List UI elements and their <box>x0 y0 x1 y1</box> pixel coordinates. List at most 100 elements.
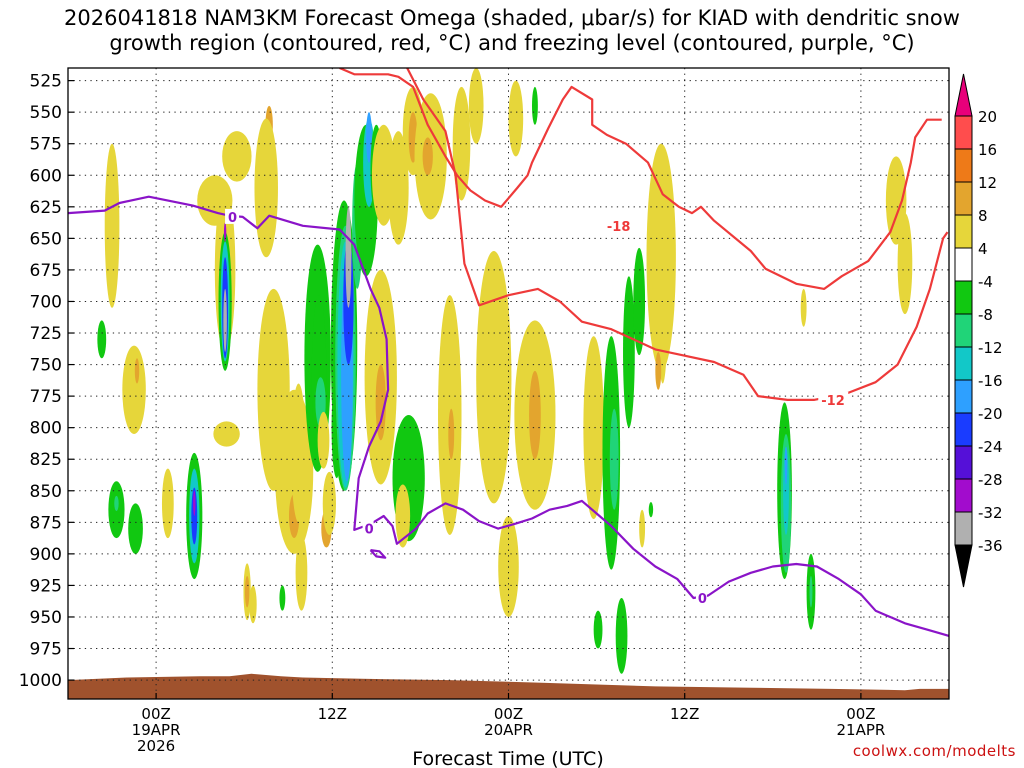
contour-labels: -18 -12 0 0 0 <box>225 208 849 607</box>
omega-cell <box>395 484 411 548</box>
colorbar-swatch <box>954 313 973 348</box>
y-tick-label: 525 <box>30 72 62 92</box>
omega-shading <box>97 68 913 674</box>
omega-cell <box>583 336 604 520</box>
y-tick-label: 925 <box>30 576 62 596</box>
dendritic-contour-label-bg <box>603 217 634 233</box>
y-tick-label: 850 <box>30 482 62 502</box>
omega-cell <box>468 68 484 144</box>
x-tick-label: 19APR <box>132 721 181 739</box>
omega-cell <box>809 575 813 608</box>
colorbar-label: -8 <box>978 306 993 324</box>
omega-cell <box>213 421 240 447</box>
colorbar-swatch <box>954 445 973 480</box>
freezing-contour-label: 0 <box>365 523 374 538</box>
colorbar-label: 8 <box>978 207 988 225</box>
colorbar-label: -4 <box>978 273 993 291</box>
y-tick-label: 825 <box>30 450 62 470</box>
y-tick-label: 875 <box>30 513 62 533</box>
colorbar-swatch <box>954 115 973 150</box>
colorbar-label: 4 <box>978 240 988 258</box>
omega-cell <box>345 206 352 308</box>
freezing-level-contour <box>369 549 387 559</box>
omega-cell <box>128 503 143 554</box>
omega-cell <box>223 222 227 242</box>
x-tick-label: 20APR <box>484 721 533 739</box>
omega-cell <box>295 534 308 611</box>
omega-cell <box>388 131 409 245</box>
credit-text: coolwx.com/modelts <box>852 742 1016 760</box>
y-tick-label: 700 <box>30 292 62 312</box>
title-line-2: growth region (contoured, red, °C) and f… <box>109 31 915 55</box>
y-tick-label: 600 <box>30 166 62 186</box>
colorbar-label: -32 <box>978 504 1003 522</box>
y-tick-label: 775 <box>30 387 62 407</box>
x-tick-label: 00Z <box>494 705 523 723</box>
colorbar-swatch <box>954 511 973 546</box>
colorbar: 20 16 12 8 4 -4 -8 -12 -16 -20 -24 -28 -32 -36 <box>954 73 1003 588</box>
omega-cell <box>134 358 140 384</box>
colorbar-label: -20 <box>978 405 1003 423</box>
omega-cell <box>366 112 372 163</box>
dendritic-contour-label-bg <box>818 391 849 407</box>
terrain-layer <box>68 673 949 699</box>
omega-cell <box>531 86 538 125</box>
omega-cell <box>658 269 668 384</box>
omega-cell <box>291 383 306 523</box>
omega-cell <box>615 598 628 674</box>
y-tick-label: 1000 <box>19 671 62 691</box>
omega-cell <box>784 446 788 485</box>
omega-cell <box>800 288 807 327</box>
omega-cell <box>476 250 512 504</box>
omega-cell <box>648 502 654 518</box>
omega-cell <box>193 490 196 517</box>
freezing-level-contour <box>68 195 949 637</box>
omega-cell <box>97 320 107 359</box>
freezing-contour-label-bg <box>225 208 240 224</box>
colorbar-label: 20 <box>978 108 997 126</box>
colorbar-swatch <box>954 478 973 513</box>
colorbar-swatch <box>954 544 973 588</box>
omega-cell <box>197 175 233 226</box>
y-tick-label: 575 <box>30 135 62 155</box>
x-tick-label: 00Z <box>141 705 170 723</box>
freezing-contour-label-bg <box>362 520 374 536</box>
omega-cell <box>639 509 646 548</box>
freezing-contour-label-bg <box>695 590 707 606</box>
omega-cell <box>114 495 119 511</box>
x-tick-label: 00Z <box>846 705 875 723</box>
omega-cell <box>609 408 619 510</box>
y-tick-label: 625 <box>30 198 62 218</box>
colorbar-swatch <box>954 247 973 282</box>
omega-cell <box>254 118 278 258</box>
colorbar-label: -16 <box>978 372 1003 390</box>
colorbar-swatch <box>954 148 973 183</box>
omega-cell <box>623 276 635 428</box>
omega-cell <box>122 345 146 434</box>
grid-lines <box>68 68 949 699</box>
colorbar-label: -28 <box>978 471 1003 489</box>
omega-cell <box>448 408 455 460</box>
omega-cell <box>593 610 603 649</box>
omega-cell <box>104 143 120 308</box>
freezing-contour-label: 0 <box>698 592 707 607</box>
y-tick-label: 675 <box>30 261 62 281</box>
title-line-1: 2026041818 NAM3KM Forecast Omega (shaded… <box>64 6 960 30</box>
contour-lines <box>68 68 949 637</box>
omega-cell <box>529 370 541 460</box>
terrain-surface <box>68 673 949 699</box>
y-tick-label: 750 <box>30 356 62 376</box>
omega-cell <box>452 86 471 201</box>
omega-cell <box>222 131 252 182</box>
omega-cell <box>279 585 286 611</box>
colorbar-swatch <box>954 346 973 381</box>
x-tick-label: 21APR <box>836 721 885 739</box>
omega-cell <box>223 288 227 352</box>
omega-cell <box>646 143 676 371</box>
dendritic-contour <box>406 68 949 401</box>
omega-cell <box>322 471 336 535</box>
y-tick-label: 950 <box>30 608 62 628</box>
omega-cell <box>375 364 386 441</box>
